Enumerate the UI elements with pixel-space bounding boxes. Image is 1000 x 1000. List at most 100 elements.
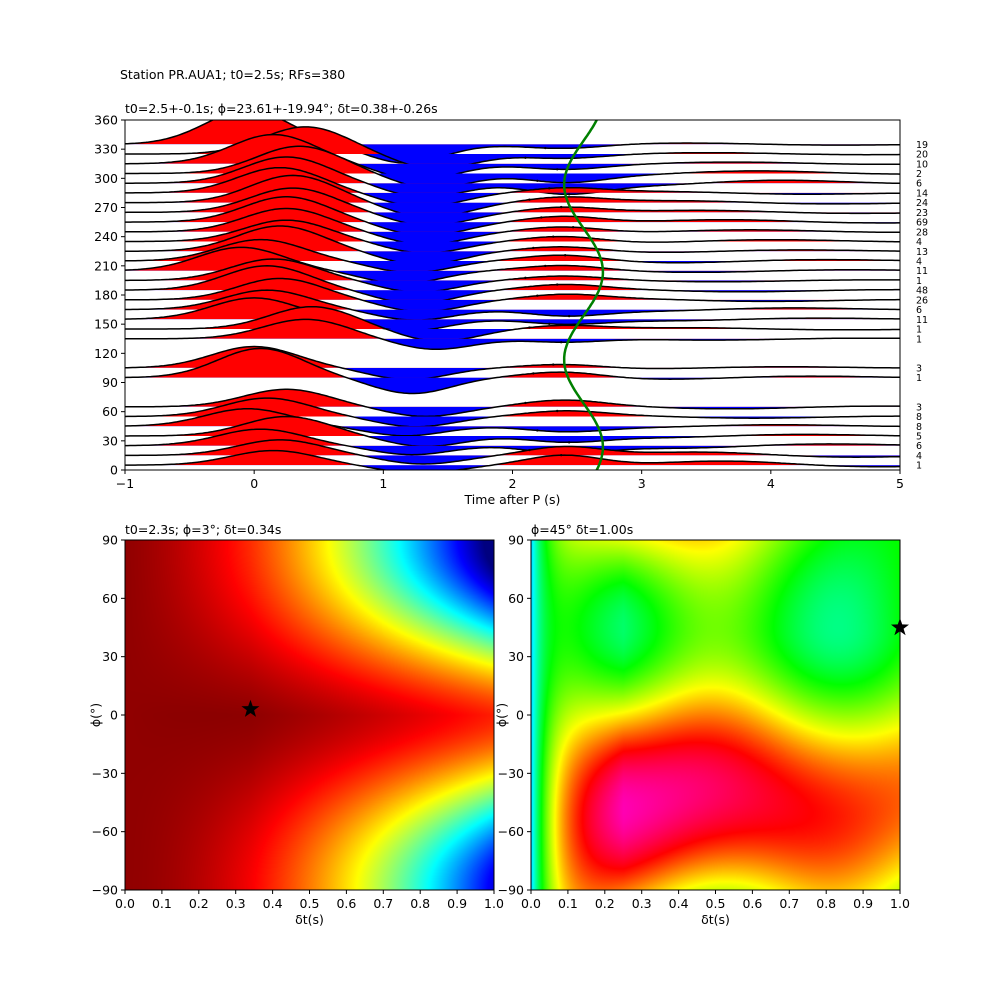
trace-line bbox=[125, 397, 900, 428]
trace-positive-fill bbox=[125, 429, 900, 446]
trace-line bbox=[125, 156, 900, 199]
trace-positive-fill bbox=[125, 226, 900, 252]
trace-count-label: 19 bbox=[916, 140, 928, 151]
x-tick-label: 0.5 bbox=[300, 896, 320, 911]
heatmap-left-xlabel: δt(s) bbox=[295, 912, 324, 927]
trace-positive-fill bbox=[125, 278, 900, 300]
trace-count-label: 20 bbox=[916, 150, 928, 161]
trace-line bbox=[125, 408, 900, 437]
trace-line bbox=[125, 439, 900, 465]
x-tick-label: 0.7 bbox=[779, 896, 799, 911]
trace bbox=[125, 347, 900, 395]
x-tick-label: 0.1 bbox=[152, 896, 172, 911]
trace-count-label: 13 bbox=[916, 247, 928, 258]
y-tick-label: 60 bbox=[508, 591, 524, 606]
trace-line bbox=[125, 133, 900, 181]
heatmap-right-title: ϕ=45° δt=1.00s bbox=[531, 522, 633, 537]
y-tick-label: 360 bbox=[94, 113, 118, 128]
heatmap-left-canvas bbox=[125, 540, 494, 890]
x-tick-label: 2 bbox=[509, 476, 517, 491]
trace-count-label: 4 bbox=[916, 451, 922, 462]
y-tick-label: 300 bbox=[94, 171, 118, 186]
y-tick-label: −90 bbox=[498, 883, 524, 898]
trace-positive-fill bbox=[125, 450, 819, 466]
x-tick-label: 0.3 bbox=[226, 896, 246, 911]
pick-dot bbox=[552, 363, 555, 366]
y-tick-label: 0 bbox=[110, 463, 118, 478]
trace-positive-fill bbox=[125, 265, 900, 291]
x-tick-label: 1 bbox=[379, 476, 387, 491]
x-tick-label: 0 bbox=[250, 476, 258, 491]
x-tick-label: 0.1 bbox=[558, 896, 578, 911]
y-tick-label: −30 bbox=[498, 766, 524, 781]
pick-dot bbox=[556, 168, 559, 171]
trace-line bbox=[125, 196, 900, 237]
pick-dot bbox=[548, 322, 551, 326]
top-xlabel: Time after P (s) bbox=[464, 492, 561, 507]
trace-positive-fill bbox=[125, 389, 900, 407]
trace-count-label: 10 bbox=[916, 159, 928, 170]
trace-count-label: 23 bbox=[916, 208, 928, 219]
predicted-arrival-curve bbox=[562, 120, 605, 470]
y-tick-label: 240 bbox=[94, 229, 118, 244]
heatmap-right-xlabel: δt(s) bbox=[701, 912, 730, 927]
pick-dot bbox=[524, 276, 527, 280]
trace bbox=[125, 397, 900, 428]
y-tick-label: 90 bbox=[508, 533, 524, 548]
y-tick-label: 30 bbox=[102, 433, 118, 448]
trace-line bbox=[125, 289, 900, 321]
trace-count-label: 2 bbox=[916, 169, 922, 180]
trace-count-label: 4 bbox=[916, 237, 922, 248]
y-tick-label: 150 bbox=[94, 317, 118, 332]
x-tick-label: 0.4 bbox=[263, 896, 283, 911]
figure-suptitle: Station PR.AUA1; t0=2.5s; RFs=380 bbox=[120, 67, 345, 82]
pick-dot bbox=[528, 448, 531, 452]
y-tick-label: 60 bbox=[102, 591, 118, 606]
trace-line bbox=[125, 277, 900, 313]
x-tick-label: 0.0 bbox=[521, 896, 541, 911]
pick-dot bbox=[567, 193, 571, 196]
pick-dot bbox=[563, 254, 567, 257]
trace-positive-fill bbox=[125, 416, 900, 436]
trace-line bbox=[125, 449, 900, 470]
trace bbox=[125, 238, 900, 274]
x-tick-label: 5 bbox=[896, 476, 904, 491]
trace-line bbox=[125, 225, 900, 266]
trace bbox=[125, 289, 900, 321]
pick-dot bbox=[559, 341, 563, 344]
trace-line bbox=[125, 258, 900, 293]
trace bbox=[125, 345, 900, 381]
x-tick-label: 0.5 bbox=[706, 896, 726, 911]
x-tick-label: 1.0 bbox=[890, 896, 910, 911]
trace-positive-fill bbox=[125, 398, 900, 417]
pick-dot bbox=[536, 179, 539, 183]
y-tick-label: 120 bbox=[94, 346, 118, 361]
pick-dot bbox=[544, 264, 547, 268]
x-tick-label: −1 bbox=[116, 476, 134, 491]
trace-line bbox=[125, 174, 900, 219]
x-tick-label: 0.6 bbox=[742, 896, 762, 911]
trace-count-label: 4 bbox=[916, 256, 922, 267]
x-tick-label: 0.2 bbox=[189, 896, 209, 911]
trace-count-label: 26 bbox=[916, 295, 928, 306]
trace-negative-fill bbox=[346, 260, 754, 273]
x-tick-label: 0.8 bbox=[816, 896, 836, 911]
x-tick-label: 1.0 bbox=[484, 896, 504, 911]
pick-dot bbox=[548, 187, 551, 190]
trace-line bbox=[125, 145, 900, 189]
x-tick-label: 0.6 bbox=[336, 896, 356, 911]
pick-dot bbox=[556, 283, 559, 286]
trace-negative-fill bbox=[125, 173, 900, 189]
y-tick-label: 90 bbox=[102, 375, 118, 390]
trace bbox=[125, 318, 900, 350]
trace-line bbox=[125, 187, 900, 227]
trace-count-label: 11 bbox=[916, 266, 928, 277]
trace-line bbox=[125, 166, 900, 208]
trace-line bbox=[125, 207, 900, 246]
y-tick-label: 0 bbox=[110, 708, 118, 723]
trace-line bbox=[125, 415, 900, 448]
trace-line bbox=[125, 347, 900, 395]
heatmap-left-panel: t0=2.3s; ϕ=3°; δt=0.34s 0.0 0.1 0.2 0.3 0.4 0… bbox=[88, 522, 504, 927]
trace-count-label: 1 bbox=[916, 373, 922, 384]
